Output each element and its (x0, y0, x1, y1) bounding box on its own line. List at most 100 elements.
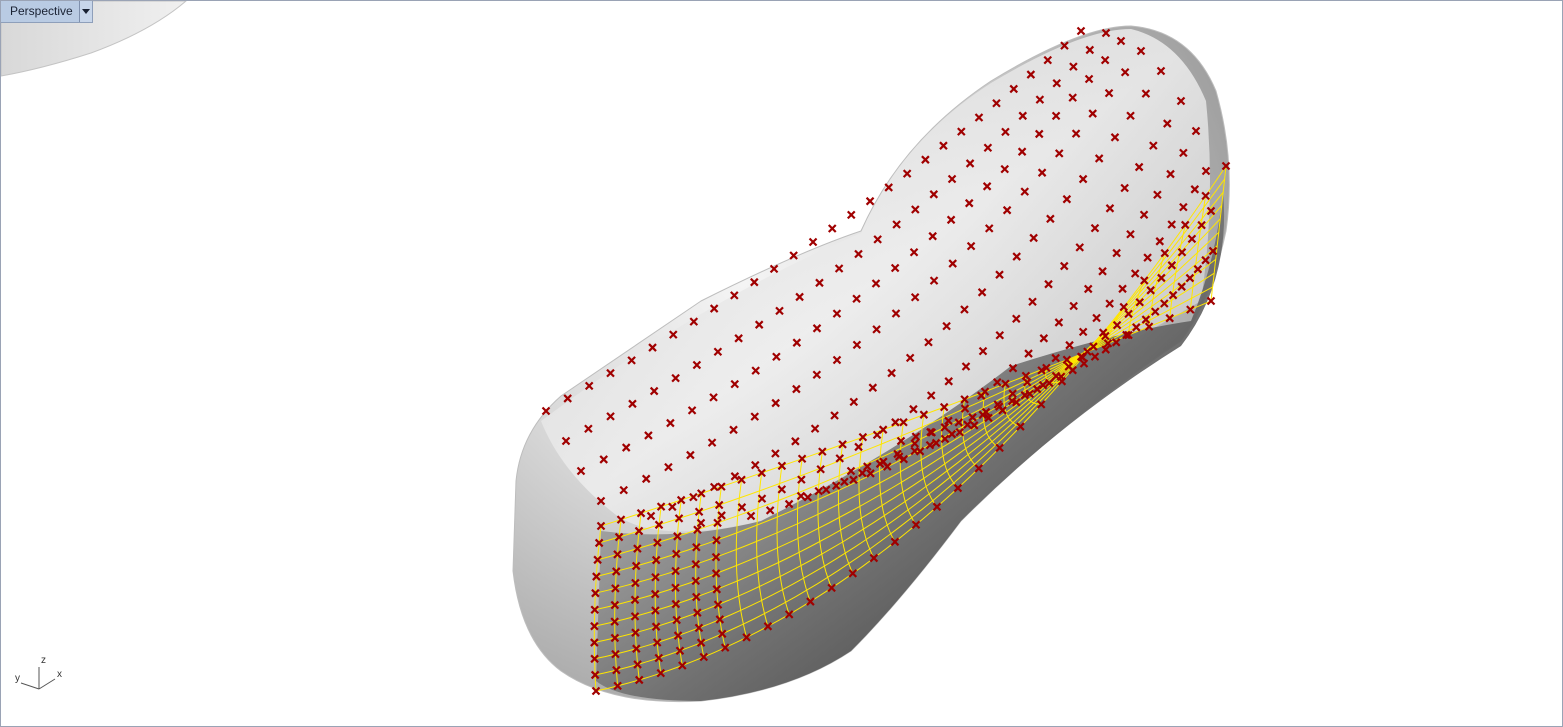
control-point-marker (675, 646, 685, 656)
control-point-marker (1078, 174, 1088, 184)
control-point-marker (871, 279, 881, 288)
control-point-marker (666, 418, 675, 428)
viewport-title-tab[interactable]: Perspective (1, 1, 93, 23)
control-point-marker (613, 550, 622, 559)
control-point-marker (910, 446, 919, 456)
control-point-marker (757, 494, 767, 503)
control-point-marker (849, 475, 858, 485)
control-point-marker (619, 485, 629, 495)
control-point-marker (1176, 96, 1186, 106)
isocurve-v (776, 465, 790, 615)
control-point-marker (634, 675, 644, 685)
control-point-marker (942, 321, 951, 331)
control-point-marker (673, 631, 683, 640)
control-point-marker (854, 249, 863, 259)
control-point-marker (981, 407, 991, 417)
control-point-marker (1012, 314, 1021, 324)
control-point-marker (1112, 320, 1122, 330)
control-point-marker (1037, 168, 1047, 177)
control-point-marker (715, 615, 725, 624)
control-point-marker (754, 320, 764, 329)
control-point-marker (1116, 36, 1126, 46)
control-point-marker (784, 610, 794, 619)
control-point-marker (1105, 204, 1115, 213)
control-point-marker (939, 141, 948, 150)
control-point-marker (592, 572, 601, 581)
control-point-marker (1051, 111, 1061, 121)
control-point-marker (1135, 297, 1145, 307)
control-point-marker (1042, 363, 1051, 373)
control-point-marker (671, 599, 681, 609)
control-point-marker (1098, 267, 1107, 276)
control-point-marker (654, 653, 664, 663)
control-point-marker (742, 633, 751, 642)
control-point-marker (1065, 340, 1074, 350)
control-point-marker (1156, 66, 1166, 76)
control-point-marker (890, 263, 900, 273)
control-point-marker (590, 605, 600, 615)
control-point-marker (674, 514, 684, 523)
viewport-title[interactable]: Perspective (10, 4, 73, 18)
control-point-marker (1045, 378, 1054, 388)
dropdown-arrow-icon[interactable] (78, 1, 92, 22)
control-point-marker (928, 231, 937, 241)
control-point-marker (693, 608, 702, 617)
control-point-marker (984, 224, 994, 233)
control-point-marker (1024, 349, 1033, 358)
control-point-marker (1084, 74, 1094, 84)
control-point-marker (1165, 313, 1174, 323)
control-point-marker (1130, 269, 1140, 278)
control-point-marker (815, 278, 824, 288)
control-point-marker (711, 552, 721, 562)
control-point-marker (977, 288, 987, 297)
isocurve-v (920, 414, 938, 508)
control-point-marker (631, 628, 640, 637)
control-point-marker (678, 661, 687, 670)
control-point-marker (673, 532, 682, 541)
control-point-marker (1075, 243, 1085, 252)
control-point-marker (1206, 206, 1216, 216)
control-point-marker (831, 481, 841, 490)
control-point-marker (946, 215, 956, 225)
control-point-marker (1007, 396, 1017, 406)
control-point-marker (730, 472, 740, 481)
control-point-marker (1139, 210, 1149, 220)
axis-y-label: y (15, 673, 20, 684)
control-point-marker (992, 98, 1001, 108)
control-point-marker (651, 572, 660, 582)
control-point-marker (769, 264, 779, 274)
control-point-marker (899, 454, 909, 464)
control-point-marker (709, 482, 719, 492)
control-point-marker (965, 159, 975, 168)
control-point-marker (963, 420, 972, 429)
control-point-marker (1160, 299, 1169, 308)
control-point-marker (686, 450, 695, 460)
control-point-marker (1032, 384, 1042, 394)
control-point-marker (1094, 154, 1104, 163)
control-point-marker (784, 499, 794, 509)
control-point-marker (834, 264, 844, 273)
control-point-marker (865, 196, 875, 206)
control-point-marker (1018, 111, 1028, 121)
control-point-marker (1092, 313, 1101, 323)
isocurve-v (858, 437, 875, 559)
control-point-marker (852, 340, 862, 350)
control-point-marker (884, 183, 893, 192)
control-point-marker (1035, 95, 1045, 104)
control-point-marker (846, 210, 856, 220)
control-point-marker (1076, 352, 1086, 361)
control-point-marker (1079, 359, 1089, 368)
control-point-marker (891, 418, 900, 427)
control-point-marker (763, 622, 773, 631)
control-point-marker (1052, 78, 1062, 88)
control-point-marker (925, 440, 935, 450)
control-point-marker (717, 629, 727, 639)
control-point-marker (1126, 229, 1135, 239)
control-point-marker (1026, 70, 1036, 79)
control-point-marker (803, 492, 813, 502)
control-point-marker (750, 412, 760, 421)
control-point-marker (713, 600, 723, 609)
control-point-marker (687, 406, 697, 415)
